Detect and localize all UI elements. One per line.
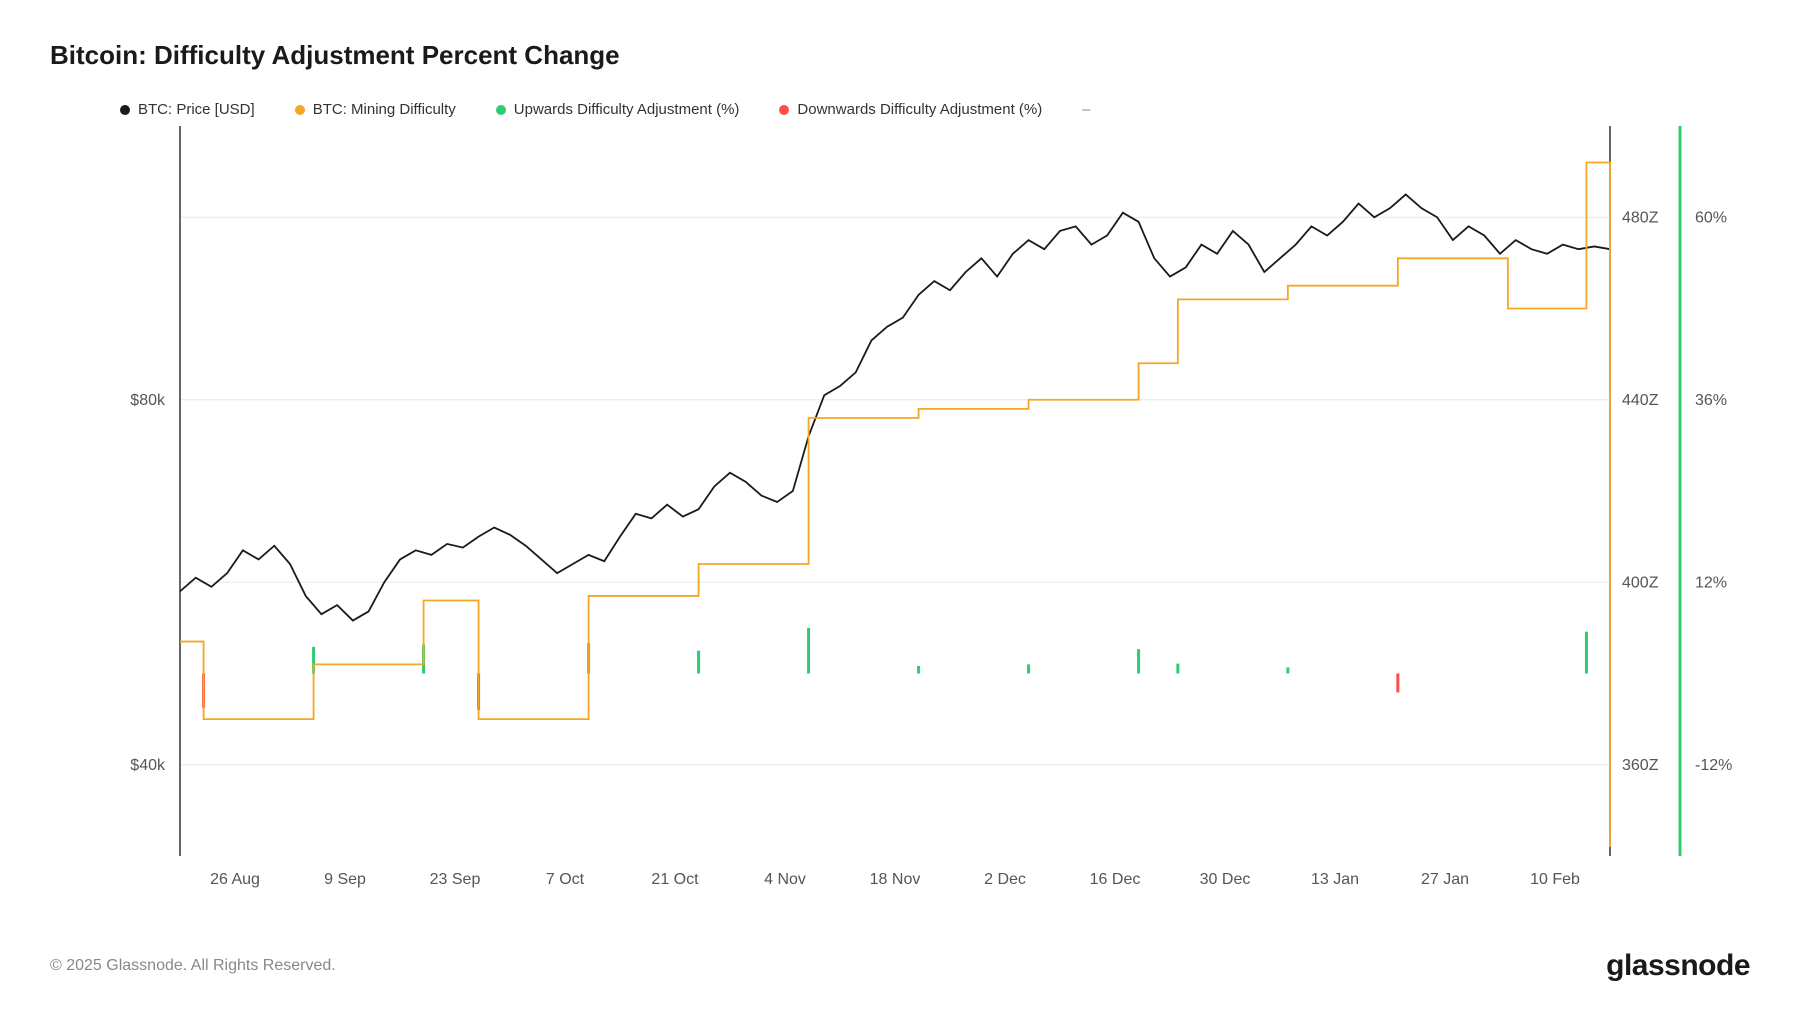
legend-label-down: Downwards Difficulty Adjustment (%)	[797, 101, 1042, 118]
svg-text:21 Oct: 21 Oct	[651, 871, 699, 888]
svg-text:23 Sep: 23 Sep	[430, 871, 481, 888]
svg-text:36%: 36%	[1695, 392, 1727, 409]
svg-text:60%: 60%	[1695, 209, 1727, 226]
svg-text:440Z: 440Z	[1622, 392, 1659, 409]
svg-text:-12%: -12%	[1695, 757, 1732, 774]
legend-item-price: BTC: Price [USD]	[120, 101, 255, 118]
legend-item-down: Downwards Difficulty Adjustment (%)	[779, 101, 1042, 118]
svg-text:12%: 12%	[1695, 574, 1727, 591]
legend-label-up: Upwards Difficulty Adjustment (%)	[514, 101, 740, 118]
legend-label-price: BTC: Price [USD]	[138, 101, 255, 118]
svg-text:$80k: $80k	[130, 392, 166, 409]
legend-item-difficulty: BTC: Mining Difficulty	[295, 101, 456, 118]
chart-title: Bitcoin: Difficulty Adjustment Percent C…	[50, 40, 1750, 71]
legend-dash: –	[1082, 101, 1090, 118]
svg-text:400Z: 400Z	[1622, 574, 1659, 591]
svg-text:9 Sep: 9 Sep	[324, 871, 366, 888]
svg-text:10 Feb: 10 Feb	[1530, 871, 1580, 888]
legend-dot-price	[120, 105, 130, 115]
svg-text:18 Nov: 18 Nov	[870, 871, 921, 888]
legend: BTC: Price [USD] BTC: Mining Difficulty …	[120, 101, 1750, 118]
svg-text:16 Dec: 16 Dec	[1090, 871, 1141, 888]
svg-text:27 Jan: 27 Jan	[1421, 871, 1469, 888]
svg-text:7 Oct: 7 Oct	[546, 871, 585, 888]
brand-logo: glassnode	[1606, 949, 1750, 983]
svg-text:30 Dec: 30 Dec	[1200, 871, 1251, 888]
svg-text:4 Nov: 4 Nov	[764, 871, 806, 888]
svg-text:$40k: $40k	[130, 757, 166, 774]
svg-text:480Z: 480Z	[1622, 209, 1659, 226]
legend-dot-difficulty	[295, 105, 305, 115]
copyright: © 2025 Glassnode. All Rights Reserved.	[50, 957, 336, 975]
legend-dot-down	[779, 105, 789, 115]
legend-dot-up	[496, 105, 506, 115]
svg-text:2 Dec: 2 Dec	[984, 871, 1026, 888]
legend-item-up: Upwards Difficulty Adjustment (%)	[496, 101, 740, 118]
svg-text:26 Aug: 26 Aug	[210, 871, 260, 888]
svg-text:360Z: 360Z	[1622, 757, 1659, 774]
legend-label-difficulty: BTC: Mining Difficulty	[313, 101, 456, 118]
chart-area: $40k $80k 360Z 400Z 440Z 480Z -12% 12% 36% 60% 26 …	[50, 126, 1750, 919]
chart-svg: $40k $80k 360Z 400Z 440Z 480Z -12% 12% 36% 60% 26 …	[50, 126, 1750, 916]
svg-text:13 Jan: 13 Jan	[1311, 871, 1359, 888]
